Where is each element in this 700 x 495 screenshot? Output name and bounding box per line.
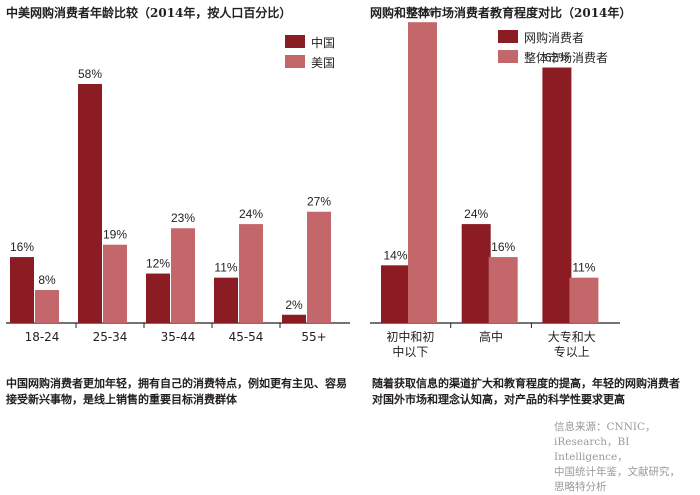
caption-age: 中国网购消费者更加年轻，拥有自己的消费特点，例如更有主见、容易接受新兴事物，是线… xyxy=(6,377,347,406)
age-data-label: 16% xyxy=(10,240,34,254)
age-category-label: 45-54 xyxy=(229,330,264,344)
edu-data-label: 73% xyxy=(410,5,434,19)
age-category-label: 25-34 xyxy=(93,330,128,344)
legend-label-china: 中国 xyxy=(311,36,336,50)
edu-bar-overall xyxy=(408,22,437,323)
age-bar-china xyxy=(10,257,34,323)
chart-title-age: 中美网购消费者年龄比较（2014年，按人口百分比） xyxy=(6,6,292,20)
age-bar-china xyxy=(214,277,238,323)
age-bar-usa xyxy=(35,290,59,323)
age-data-label: 8% xyxy=(38,273,56,287)
edu-data-label: 24% xyxy=(464,207,488,221)
edu-bar-overall xyxy=(569,277,599,323)
age-data-label: 24% xyxy=(239,207,263,221)
age-bar-usa xyxy=(307,211,331,323)
edu-bar-online xyxy=(381,265,410,323)
edu-bar-overall xyxy=(488,257,518,323)
age-bar-usa xyxy=(103,244,127,323)
chart-title-education: 网购和整体市场消费者教育程度对比（2014年） xyxy=(370,6,632,20)
age-category-label: 18-24 xyxy=(25,330,60,344)
edu-category-label: 初中和初 xyxy=(386,329,434,344)
legend-swatch-usa xyxy=(285,55,305,68)
age-data-label: 11% xyxy=(214,261,237,275)
edu-data-label: 62% xyxy=(545,51,569,65)
legend-label-overall: 整体市场消费者 xyxy=(524,51,609,65)
age-data-label: 2% xyxy=(285,298,303,312)
bar-charts: 16% 8% 18-24 58% 19% 25-34 12% 23% 35-44 11% 24% 45… xyxy=(6,5,620,359)
edu-data-label: 11% xyxy=(572,261,595,275)
legend-swatch-online xyxy=(498,30,518,43)
age-data-label: 12% xyxy=(146,257,170,271)
age-bar-usa xyxy=(239,224,263,323)
age-data-label: 19% xyxy=(103,228,127,242)
legend-label-usa: 美国 xyxy=(311,56,336,70)
edu-category-label: 大专和大 xyxy=(548,329,596,344)
legend-swatch-overall xyxy=(498,50,518,63)
edu-data-label: 14% xyxy=(383,248,407,262)
age-bar-china xyxy=(146,273,170,323)
edu-category-label: 中以下 xyxy=(392,344,428,359)
edu-data-label: 16% xyxy=(491,240,515,254)
age-bar-china xyxy=(282,314,306,323)
age-category-label: 35-44 xyxy=(161,330,196,344)
source-note: 信息来源：CNNIC， iResearch，BI Intelligence， 中… xyxy=(554,421,680,493)
edu-bar-online xyxy=(461,224,491,323)
legend-swatch-china xyxy=(285,35,305,48)
age-category-label: 55+ xyxy=(301,330,326,344)
age-data-label: 58% xyxy=(78,67,102,81)
legend-label-online: 网购消费者 xyxy=(524,31,585,45)
caption-education: 随着获取信息的渠道扩大和教育程度的提高，年轻的网购消费者对国外市场和理念认知高，… xyxy=(372,377,680,406)
age-data-label: 23% xyxy=(171,211,195,225)
age-data-label: 27% xyxy=(307,195,331,209)
age-bar-usa xyxy=(171,228,195,323)
edu-category-label: 高中 xyxy=(479,329,503,344)
age-bar-china xyxy=(78,84,102,323)
edu-bar-online xyxy=(542,67,572,323)
edu-category-label: 专以上 xyxy=(554,344,590,359)
